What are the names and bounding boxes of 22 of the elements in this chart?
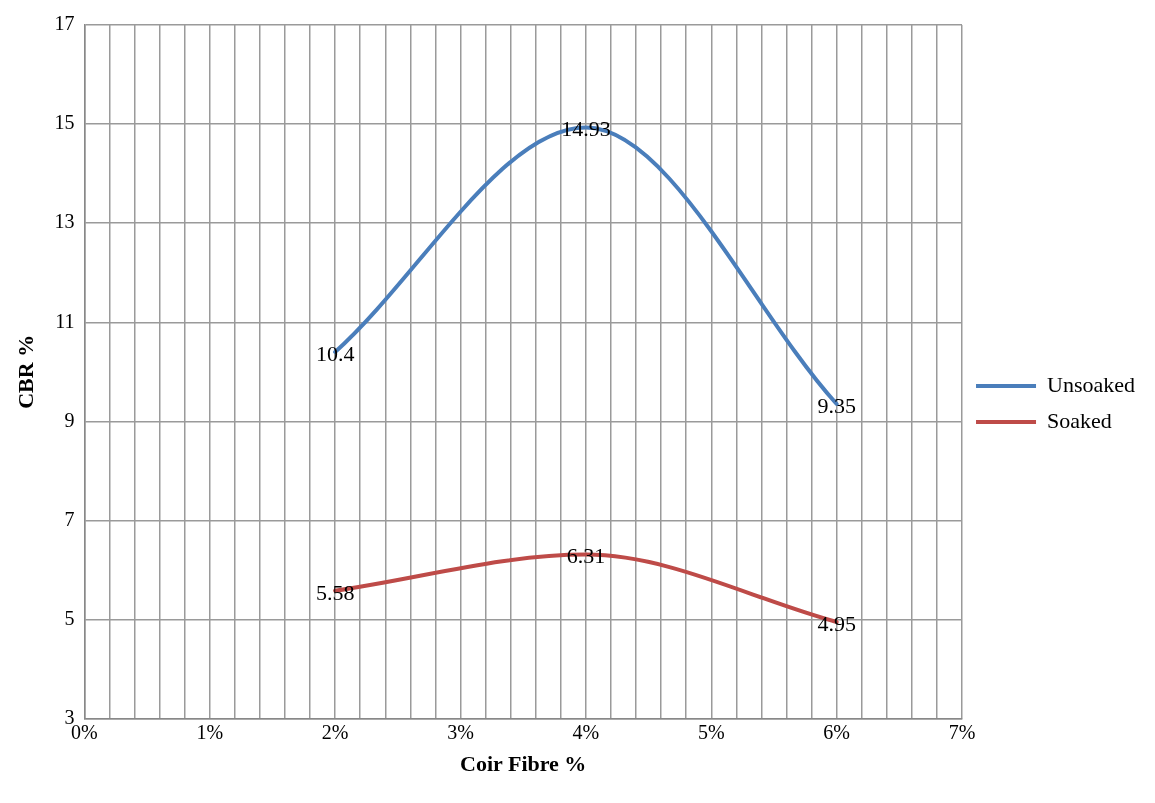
y-tick-label: 11	[55, 309, 75, 332]
data-label: 4.95	[817, 610, 856, 636]
y-tick-label: 13	[54, 210, 75, 233]
data-label: 9.35	[817, 392, 856, 418]
y-tick-label: 7	[64, 507, 75, 530]
data-label: 10.4	[315, 340, 355, 366]
y-tick-label: 15	[54, 111, 75, 134]
data-label: 5.58	[315, 579, 355, 605]
x-tick-label: 1%	[196, 720, 224, 743]
x-tick-label: 4%	[572, 720, 600, 743]
x-tick-label: 6%	[823, 720, 850, 743]
x-tick-label: 7%	[948, 720, 976, 743]
y-tick-label: 17	[54, 12, 75, 35]
y-tick-label: 5	[64, 606, 75, 629]
y-tick-label: 9	[64, 408, 75, 431]
y-axis-title: CBR %	[12, 334, 38, 409]
x-tick-label: 2%	[321, 720, 349, 743]
x-tick-label: 3%	[447, 720, 474, 743]
legend-label: Soaked	[1047, 407, 1112, 433]
x-axis-title: Coir Fibre %	[460, 751, 587, 777]
x-tick-label: 5%	[697, 720, 725, 743]
legend-label: Unsoaked	[1047, 371, 1136, 397]
